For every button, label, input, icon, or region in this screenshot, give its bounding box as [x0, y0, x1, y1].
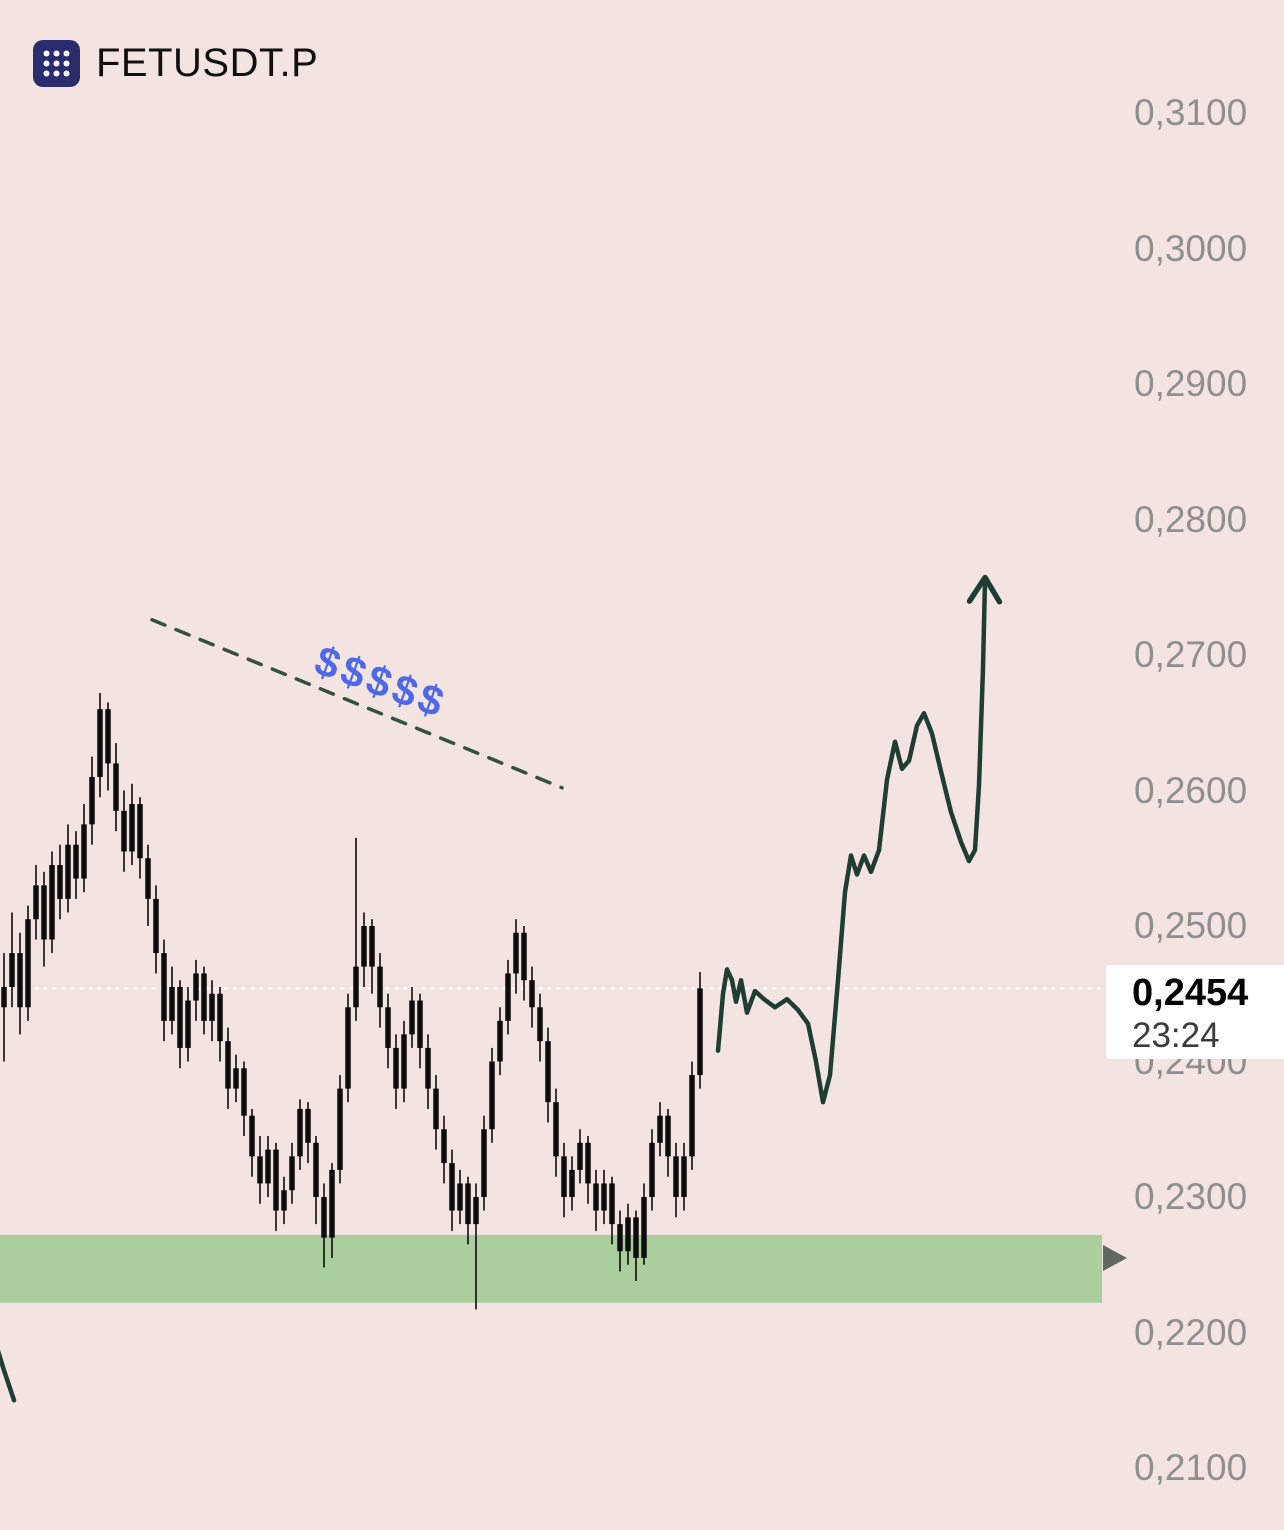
- tradingview-logo-grid-dots-icon[interactable]: [33, 40, 80, 87]
- price-axis-tick: 0,2600: [1134, 769, 1248, 811]
- price-axis-tick: 0,3000: [1134, 227, 1248, 269]
- projected-price-path[interactable]: [715, 574, 1003, 1105]
- price-axis-tick: 0,2300: [1134, 1176, 1248, 1217]
- bar-countdown: 23:24: [1132, 1016, 1220, 1056]
- price-axis-tick: 0,2800: [1134, 498, 1248, 540]
- price-axis-tick: 0,2700: [1134, 634, 1248, 675]
- corner-drawing-stroke: [0, 1349, 17, 1403]
- candles-group: [1, 692, 703, 1310]
- symbol-header: FETUSDT.P: [33, 40, 318, 87]
- zone-right-marker-icon: [1103, 1244, 1127, 1271]
- price-axis-tick: 0,2900: [1134, 363, 1248, 404]
- support-zone-band: [0, 1234, 1102, 1303]
- symbol-title[interactable]: FETUSDT.P: [96, 41, 319, 85]
- current-price-label: 0,2454 23:24: [1106, 965, 1284, 1060]
- price-axis-tick: 0,2100: [1134, 1447, 1248, 1488]
- current-price-value: 0,2454: [1132, 972, 1249, 1015]
- descending-trendline[interactable]: [150, 618, 564, 790]
- price-axis-tick: 0,2200: [1134, 1311, 1248, 1353]
- price-axis-tick: 0,2500: [1134, 905, 1248, 946]
- price-axis-tick: 0,3100: [1134, 92, 1248, 133]
